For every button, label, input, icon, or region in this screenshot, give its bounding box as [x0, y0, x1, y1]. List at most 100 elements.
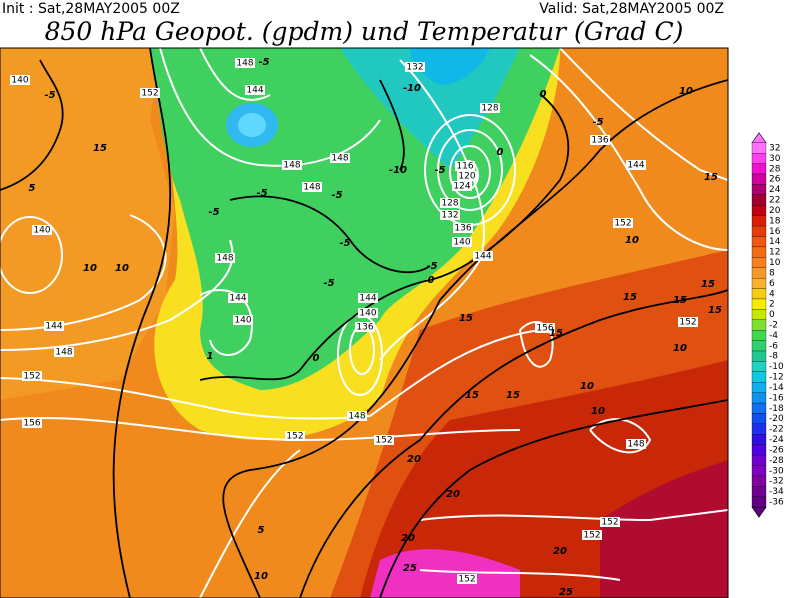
height-label: 116: [456, 162, 473, 172]
colorbar-label: -12: [769, 373, 784, 383]
colorbar-swatch: [751, 350, 767, 362]
height-label: 140: [359, 309, 376, 319]
temperature-label: 10: [254, 571, 268, 582]
colorbar-label: -10: [769, 362, 784, 372]
height-label: 144: [246, 86, 263, 96]
height-label: 148: [627, 440, 644, 450]
height-label-box: [228, 293, 248, 303]
height-label: 144: [627, 161, 644, 171]
colorbar-label: -6: [769, 341, 778, 351]
height-label-box: [452, 237, 472, 247]
temperature-label: 10: [673, 343, 687, 354]
temperature-label: 0: [313, 353, 320, 364]
colorbar-swatch: [751, 486, 767, 497]
temperature-label: -10: [389, 165, 407, 176]
colorbar-label: -16: [769, 393, 784, 403]
height-label-box: [282, 160, 302, 170]
height-label-box: [455, 161, 475, 171]
colorbar-swatch: [751, 434, 767, 445]
height-label: 128: [481, 104, 498, 114]
colorbar-swatch: [751, 340, 767, 352]
temperature-label: -5: [426, 261, 437, 272]
temperature-label: -5: [434, 165, 445, 176]
height-label-box: [32, 225, 52, 235]
height-label: 152: [375, 436, 392, 446]
colorbar-label: -8: [769, 352, 778, 362]
height-label: 140: [234, 316, 251, 326]
temperature-label: 10: [625, 235, 639, 246]
colorbar-label: -24: [769, 435, 784, 445]
height-label-box: [405, 62, 425, 72]
temperature-label: 15: [549, 328, 563, 339]
height-label: 152: [286, 432, 303, 442]
field-hot-east: [600, 460, 728, 598]
colorbar-label: 18: [769, 216, 781, 226]
temperature-label: -5: [339, 238, 350, 249]
temperature-label: -5: [44, 90, 55, 101]
height-label-box: [140, 88, 160, 98]
temperature-label: 10: [591, 406, 605, 417]
colorbar-label: -14: [769, 383, 784, 393]
colorbar-label: 28: [769, 164, 781, 174]
field-coldest: [410, 48, 490, 85]
temperature-label: 20: [553, 546, 567, 557]
colorbar-swatch: [751, 215, 767, 227]
init-time: Init : Sat,28MAY2005 00Z: [2, 1, 180, 17]
height-label: 152: [679, 318, 696, 328]
temperature-label: 1: [207, 351, 214, 362]
colorbar-arrow-bottom: [751, 506, 767, 518]
height-label-box: [480, 103, 500, 113]
temperature-label: 20: [401, 533, 415, 544]
colorbar-swatch: [751, 153, 767, 164]
height-label-box: [302, 182, 322, 192]
temperature-contours: [0, 48, 728, 598]
height-label-box: [347, 411, 367, 421]
colorbar-swatch: [751, 413, 767, 425]
height-label: 148: [216, 254, 233, 264]
height-label-box: [613, 218, 633, 228]
height-label-box: [626, 439, 646, 449]
temperature-label: 10: [580, 381, 594, 392]
colorbar-label: 16: [769, 227, 781, 237]
height-label-box: [453, 223, 473, 233]
colorbar-label: 26: [769, 175, 781, 185]
height-label: 156: [536, 324, 553, 334]
colorbar-arrow-top: [751, 132, 767, 144]
height-label: 152: [601, 518, 618, 528]
colorbar-swatch: [751, 205, 767, 216]
colorbar-label: 0: [769, 310, 775, 320]
colorbar-label: 30: [769, 154, 781, 164]
colorbar-label: -26: [769, 445, 784, 455]
height-label: 152: [614, 219, 631, 229]
colorbar-swatch: [751, 194, 767, 206]
height-label-box: [374, 435, 394, 445]
height-label-box: [473, 251, 493, 261]
height-label: 148: [303, 183, 320, 193]
height-label-box: [452, 181, 472, 191]
colorbar-swatch: [751, 392, 767, 404]
height-label: 120: [458, 172, 475, 182]
colorbar-label: -4: [769, 331, 778, 341]
height-label: 128: [441, 199, 458, 209]
height-label: 148: [236, 59, 253, 69]
height-label: 152: [583, 531, 600, 541]
colorbar-label: 24: [769, 185, 781, 195]
colorbar-label: 12: [769, 248, 780, 258]
height-label: 136: [591, 136, 608, 146]
temperature-label: 5: [29, 183, 36, 194]
colorbar-label: -32: [769, 477, 784, 487]
temperature-label: 15: [704, 172, 718, 183]
height-label-box: [10, 75, 30, 85]
temperature-label: 15: [506, 390, 520, 401]
colorbar-swatch: [751, 257, 767, 268]
height-label-box: [590, 135, 610, 145]
colorbar-label: 2: [769, 300, 775, 310]
height-label: 136: [356, 323, 373, 333]
colorbar-swatch: [751, 288, 767, 300]
colorbar-label: 14: [769, 237, 781, 247]
colorbar-label: 20: [769, 206, 781, 216]
height-label-box: [355, 322, 375, 332]
colorbar-swatch: [751, 267, 767, 279]
temperature-label: 5: [258, 525, 265, 536]
